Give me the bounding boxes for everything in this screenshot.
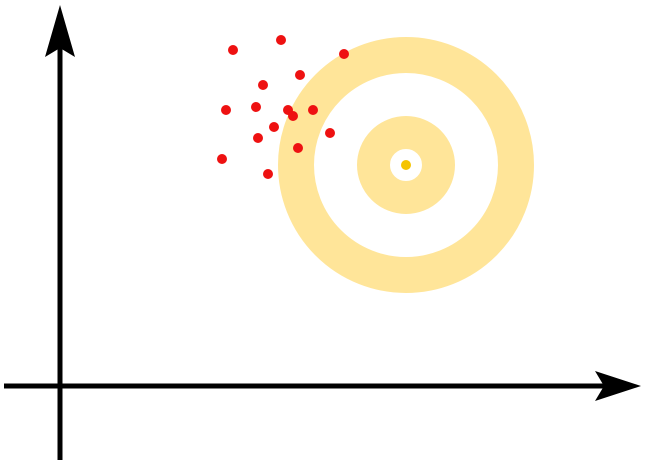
- shot: [258, 80, 268, 90]
- shot: [293, 143, 303, 153]
- shot: [308, 105, 318, 115]
- shots: [217, 35, 349, 179]
- shot: [325, 128, 335, 138]
- axes: [4, 5, 641, 460]
- shot: [295, 70, 305, 80]
- shot: [217, 154, 227, 164]
- outer-ring: [278, 37, 534, 293]
- shot: [263, 169, 273, 179]
- x-axis-arrow: [595, 371, 641, 401]
- shot: [288, 111, 298, 121]
- shot: [221, 105, 231, 115]
- shot: [253, 133, 263, 143]
- target: [278, 37, 534, 293]
- inner-ring: [357, 116, 455, 214]
- bullseye: [401, 160, 411, 170]
- shot: [228, 45, 238, 55]
- shot: [339, 49, 349, 59]
- shot: [276, 35, 286, 45]
- shot: [251, 102, 261, 112]
- y-axis-arrow: [45, 5, 75, 57]
- shot: [269, 122, 279, 132]
